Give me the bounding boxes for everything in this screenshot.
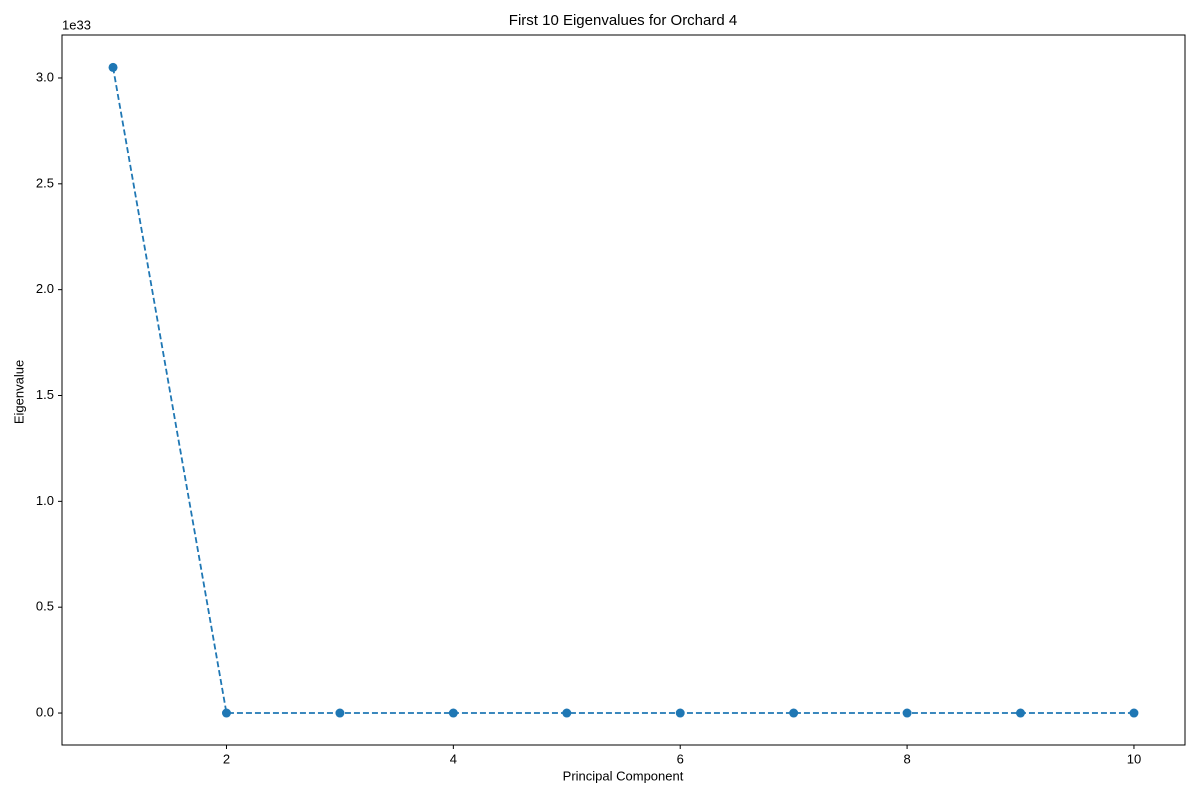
y-tick-label: 0.5: [36, 599, 54, 614]
line: [112, 67, 1134, 714]
y-tick-label: 2.0: [36, 281, 54, 296]
point: [1016, 708, 1026, 718]
point: [789, 708, 799, 718]
x-axis-label: Principal Component: [563, 768, 684, 783]
point: [562, 708, 572, 718]
point: [675, 708, 685, 718]
y-tick-label: 2.5: [36, 175, 54, 190]
y-tick-label: 1.0: [36, 493, 54, 508]
point: [448, 708, 458, 718]
point: [335, 708, 345, 718]
x-tick-label: 8: [903, 751, 910, 766]
y-axis-label: Eigenvalue: [11, 360, 26, 424]
y-tick-label: 0.0: [36, 704, 54, 719]
point: [221, 708, 231, 718]
y-tick-label: 3.0: [36, 69, 54, 84]
point: [1129, 708, 1139, 718]
point: [108, 62, 118, 72]
chart-title: First 10 Eigenvalues for Orchard 4: [509, 12, 737, 29]
y-tick-label: 1.5: [36, 387, 54, 402]
plot-frame: [61, 34, 1186, 746]
x-tick-label: 6: [677, 751, 684, 766]
y-offset-label: 1e33: [62, 17, 91, 32]
x-tick-label: 10: [1127, 751, 1141, 766]
x-tick-label: 2: [223, 751, 230, 766]
point: [902, 708, 912, 718]
x-tick-label: 4: [450, 751, 457, 766]
